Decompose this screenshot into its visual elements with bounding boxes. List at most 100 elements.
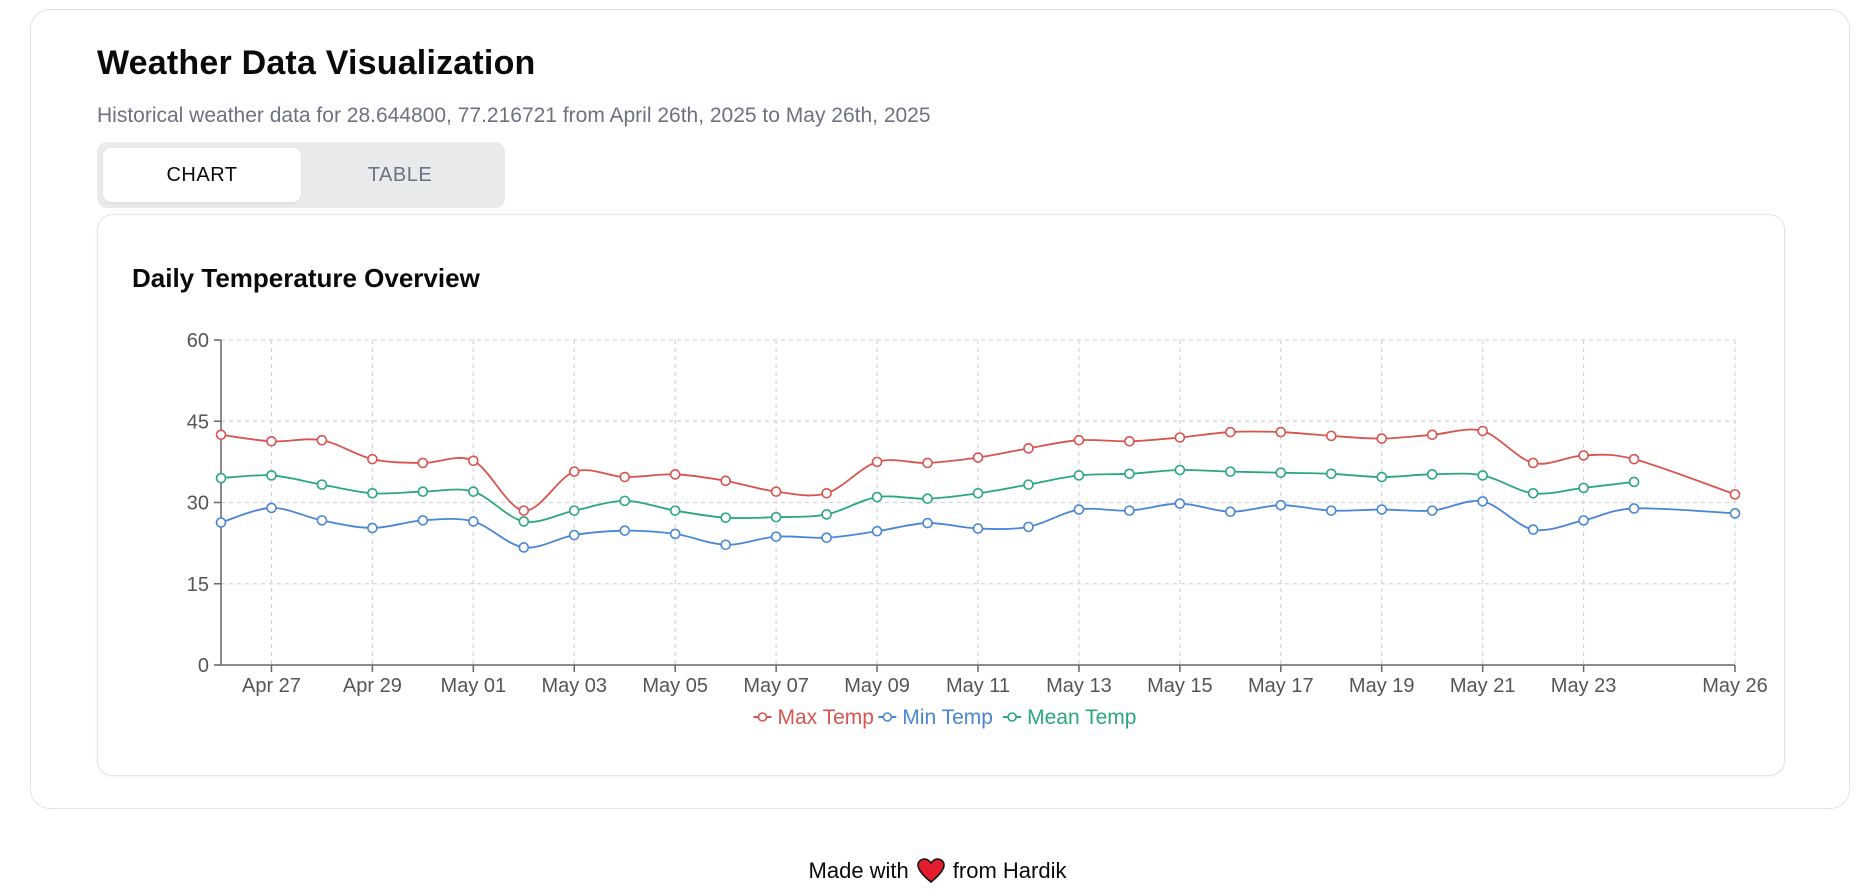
mean-temp-point (770, 511, 782, 523)
max-temp-point (316, 434, 328, 446)
min-temp-point (1124, 505, 1135, 516)
heart-icon (916, 858, 945, 884)
mean-temp-point (1477, 470, 1488, 481)
min-temp-point (316, 515, 328, 526)
x-tick-label: May 26 (1702, 675, 1768, 697)
x-tick-label: May 23 (1551, 675, 1617, 697)
view-tabs: CHART TABLE (97, 142, 505, 208)
y-tick-label: 45 (187, 411, 209, 433)
mean-temp-point (518, 516, 530, 527)
mean-temp-legend-marker (1007, 712, 1017, 722)
max-temp-point (1225, 426, 1236, 438)
mean-temp-point (720, 512, 731, 523)
footer-prefix: Made with (808, 858, 909, 883)
max-temp-point (215, 429, 227, 441)
mean-temp-point (568, 505, 580, 516)
y-tick-label: 15 (187, 574, 209, 596)
max-temp-point (669, 469, 681, 480)
min-temp-point (770, 531, 782, 542)
mean-temp-point (266, 470, 277, 481)
max-temp-point (1124, 435, 1135, 447)
min-temp-point (1426, 505, 1438, 516)
max-temp-point (568, 466, 580, 477)
min-temp-point (1578, 515, 1589, 526)
min-temp-point (518, 542, 530, 553)
page-subtitle: Historical weather data for 28.644800, 7… (97, 104, 931, 127)
max-temp-point (468, 455, 479, 467)
min-temp-point (1729, 508, 1741, 519)
mean-temp-point (1426, 469, 1438, 480)
min-temp-point (1073, 504, 1085, 515)
max-temp-point (367, 453, 378, 465)
mean-temp-point (922, 493, 933, 505)
mean-temp-point (1325, 468, 1337, 480)
mean-temp-legend-label: Mean Temp (1027, 706, 1136, 729)
min-temp-point (871, 525, 883, 537)
x-tick-label: May 05 (642, 675, 708, 697)
mean-temp-point (619, 495, 631, 507)
tab-table[interactable]: TABLE (367, 163, 433, 186)
temperature-chart: 0 15 30 45 60 Apr 27 Apr 29 May 01 May 03 May 05 M… (187, 330, 1768, 729)
max-temp-point (1628, 453, 1640, 465)
min-temp-point (468, 516, 479, 527)
footer-suffix: from Hardik (952, 858, 1067, 883)
x-tick-label: May 17 (1248, 675, 1314, 697)
x-tick-label: May 07 (743, 675, 809, 697)
chart-title: Daily Temperature Overview (132, 263, 480, 293)
min-temp-point (1275, 499, 1287, 511)
max-temp-legend-label: Max Temp (778, 706, 874, 729)
mean-temp-point (468, 486, 479, 497)
max-temp-point (518, 505, 530, 516)
mean-temp-point (1578, 482, 1589, 494)
min-temp-point (821, 532, 832, 544)
max-temp-point (619, 471, 631, 483)
min-temp-legend-label: Min Temp (902, 706, 993, 729)
min-temp-point (1628, 503, 1640, 514)
x-tick-label: May 09 (844, 675, 910, 697)
y-tick-label: 30 (187, 493, 209, 515)
min-temp-point (922, 517, 933, 529)
max-temp-point (1376, 433, 1388, 444)
max-temp-point (1174, 432, 1186, 443)
mean-temp-point (215, 472, 227, 484)
footer: Made with from Hardik (0, 858, 1875, 884)
max-temp-point (871, 456, 883, 468)
mean-temp-point (1174, 464, 1186, 476)
min-temp-point (215, 517, 227, 528)
max-temp-point (1426, 429, 1438, 441)
x-tick-label: Apr 27 (242, 675, 301, 697)
x-tick-label: May 21 (1450, 675, 1516, 697)
tab-chart[interactable]: CHART (103, 148, 301, 202)
x-tick-label: May 11 (946, 675, 1010, 697)
max-temp-point (1477, 425, 1488, 437)
max-temp-point (1275, 426, 1287, 438)
max-temp-point (1578, 450, 1589, 461)
mean-temp-point (1124, 468, 1135, 480)
y-tick-label: 0 (198, 655, 209, 677)
mean-temp-point (417, 486, 429, 497)
max-temp-point (922, 457, 933, 469)
max-temp-point (821, 487, 832, 499)
page-title: Weather Data Visualization (97, 44, 536, 82)
mean-temp-point (821, 509, 832, 520)
mean-temp-point (1376, 471, 1388, 483)
min-temp-point (417, 515, 429, 526)
mean-temp-point (871, 491, 883, 503)
min-temp-point (1477, 496, 1488, 507)
min-temp-point (367, 522, 378, 534)
min-temp-legend-marker (882, 712, 893, 722)
max-temp-point (720, 475, 731, 487)
mean-temp-point (972, 487, 984, 499)
min-temp-point (1376, 504, 1388, 515)
min-temp-point (1325, 505, 1337, 516)
mean-temp-point (1073, 470, 1085, 481)
mean-temp-point (1527, 487, 1539, 499)
max-temp-point (417, 457, 429, 469)
mean-temp-point (1225, 466, 1236, 477)
max-temp-point (972, 452, 984, 463)
mean-temp-point (1275, 467, 1287, 479)
max-temp-point (1527, 457, 1539, 469)
min-temp-point (568, 529, 580, 541)
min-temp-point (619, 525, 631, 536)
max-temp-point (1023, 443, 1034, 454)
